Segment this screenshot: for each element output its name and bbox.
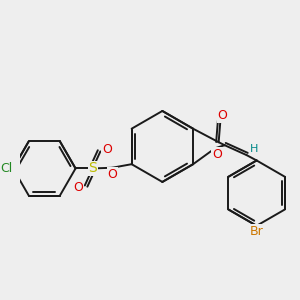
Text: O: O (212, 148, 222, 161)
Text: O: O (107, 168, 117, 181)
Text: Br: Br (250, 225, 263, 238)
Text: O: O (74, 181, 83, 194)
Text: O: O (217, 110, 227, 122)
Text: O: O (102, 143, 112, 156)
Text: H: H (250, 144, 259, 154)
Text: Cl: Cl (1, 162, 13, 175)
Text: S: S (88, 161, 97, 176)
